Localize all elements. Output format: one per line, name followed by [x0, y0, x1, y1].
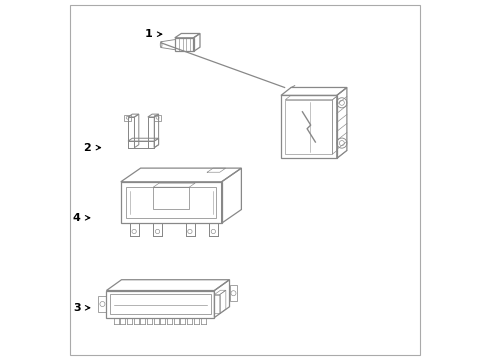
Text: 4: 4 — [73, 213, 80, 223]
Text: 1: 1 — [145, 29, 152, 39]
Text: 3: 3 — [73, 303, 80, 313]
Text: 2: 2 — [83, 143, 91, 153]
